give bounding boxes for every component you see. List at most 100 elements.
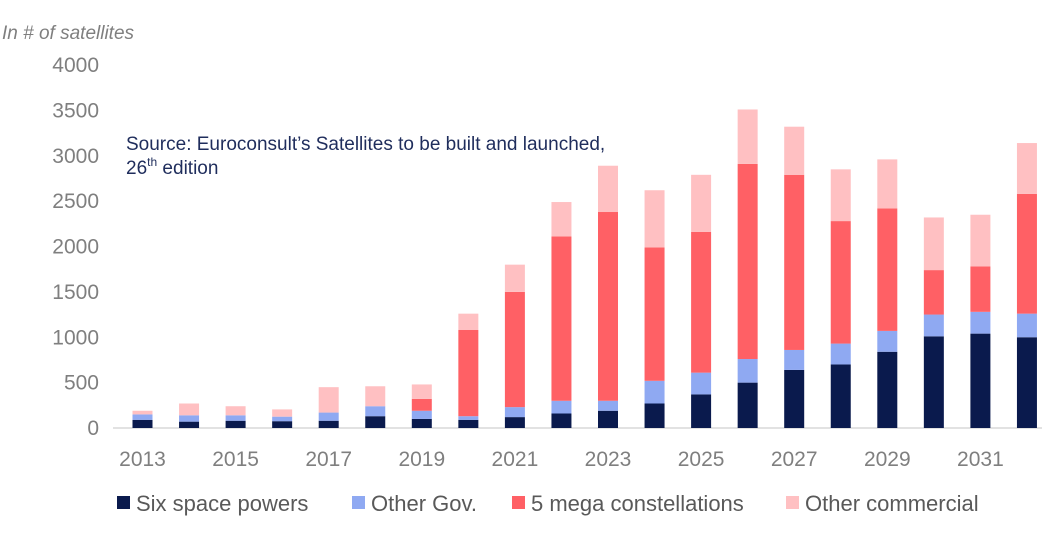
y-tick-label: 1000	[52, 326, 99, 349]
bar-segment	[644, 247, 665, 381]
legend: Six space powers Other Gov. 5 mega constel…	[117, 491, 979, 516]
bar-segment	[784, 174, 805, 350]
bar-segment	[411, 384, 432, 399]
unit-label: In # of satellites	[2, 23, 135, 44]
bar-segment	[551, 400, 572, 414]
bar-segment	[644, 403, 665, 428]
bar-segment	[411, 410, 432, 419]
legend-swatch	[786, 496, 799, 509]
bar-segment	[272, 409, 293, 417]
bar-segment	[598, 410, 618, 428]
legend-label: Other Gov.	[371, 491, 477, 516]
bar-segment	[458, 313, 479, 330]
bar-segment	[923, 336, 944, 428]
bar-segment	[365, 386, 386, 407]
source-note-line1: Source: Euroconsult’s Satellites to be b…	[126, 134, 605, 155]
bar-segment	[225, 406, 246, 416]
y-tick-label: 1500	[52, 281, 99, 304]
bar-segment	[877, 351, 898, 428]
bar-segment	[225, 415, 246, 421]
x-tick-label: 2017	[305, 448, 352, 471]
x-tick-label: 2025	[678, 448, 725, 471]
bar-segment	[644, 190, 665, 248]
bar-segment	[458, 416, 479, 420]
y-tick-label: 3000	[52, 145, 99, 168]
bar-segment	[598, 212, 618, 401]
bar-segment	[598, 400, 618, 411]
x-tick-label: 2013	[119, 448, 166, 471]
x-tick-label: 2015	[212, 448, 259, 471]
bar-segment	[784, 126, 805, 175]
bar-segment	[737, 382, 758, 429]
bar-segment	[551, 413, 572, 428]
bar-segment	[691, 174, 712, 232]
bar-segment	[970, 266, 991, 312]
bar-segment	[411, 398, 432, 411]
bar-segment	[1016, 313, 1037, 338]
bar-segment	[504, 417, 525, 428]
bar-segment	[365, 406, 386, 417]
bar-segment	[225, 420, 246, 428]
bar-segment	[551, 236, 572, 401]
bar-segment	[1016, 337, 1037, 428]
bar-segment	[737, 109, 758, 164]
bar-segment	[411, 418, 432, 428]
x-tick-label: 2031	[957, 448, 1004, 471]
bar-segment	[830, 169, 851, 222]
bar-segment	[179, 415, 200, 422]
bar-segment	[179, 421, 200, 428]
bar-segment	[830, 343, 851, 365]
bar-segment	[132, 410, 153, 415]
bar-segment	[830, 364, 851, 428]
bar-segment	[504, 291, 525, 408]
legend-label: 5 mega constellations	[531, 491, 744, 516]
bar-segment	[318, 387, 339, 413]
bar-segment	[1016, 193, 1037, 314]
bar-segment	[830, 221, 851, 344]
x-tick-label: 2023	[585, 448, 632, 471]
bar-segment	[272, 416, 293, 422]
bar-segment	[923, 217, 944, 271]
x-tick-label: 2027	[771, 448, 818, 471]
bars	[132, 109, 1037, 429]
bar-segment	[598, 165, 618, 213]
legend-swatch	[117, 496, 130, 509]
x-tick-label: 2029	[864, 448, 911, 471]
bar-segment	[784, 369, 805, 428]
bar-segment	[691, 394, 712, 428]
y-tick-label: 500	[64, 372, 99, 395]
y-tick-label: 0	[87, 417, 99, 440]
bar-segment	[877, 208, 898, 331]
x-tick-label: 2019	[398, 448, 445, 471]
bar-segment	[551, 202, 572, 237]
x-axis: 2013 2015 2017 2019 2021 2023 2025 2027 2029 2031	[119, 448, 1004, 471]
bar-segment	[458, 329, 479, 417]
bar-segment	[877, 330, 898, 352]
bar-segment	[504, 264, 525, 292]
bar-segment	[644, 380, 665, 404]
bar-segment	[691, 372, 712, 395]
legend-swatch	[512, 496, 525, 509]
bar-segment	[458, 419, 479, 428]
bar-segment	[970, 333, 991, 428]
legend-swatch	[352, 496, 365, 509]
bar-segment	[691, 231, 712, 373]
bar-segment	[272, 421, 293, 428]
y-tick-label: 2500	[52, 190, 99, 213]
bar-segment	[923, 314, 944, 337]
y-tick-label: 3500	[52, 99, 99, 122]
bar-segment	[318, 420, 339, 428]
bar-segment	[132, 414, 153, 420]
y-tick-label: 4000	[52, 54, 99, 77]
bar-segment	[1016, 143, 1037, 194]
bar-segment	[923, 270, 944, 315]
source-note-line2: 26th edition	[126, 155, 218, 179]
bar-segment	[737, 163, 758, 360]
bar-segment	[504, 407, 525, 418]
bar-segment	[318, 412, 339, 421]
x-tick-label: 2021	[492, 448, 539, 471]
bar-segment	[132, 419, 153, 428]
bar-segment	[877, 159, 898, 209]
bar-segment	[970, 311, 991, 334]
